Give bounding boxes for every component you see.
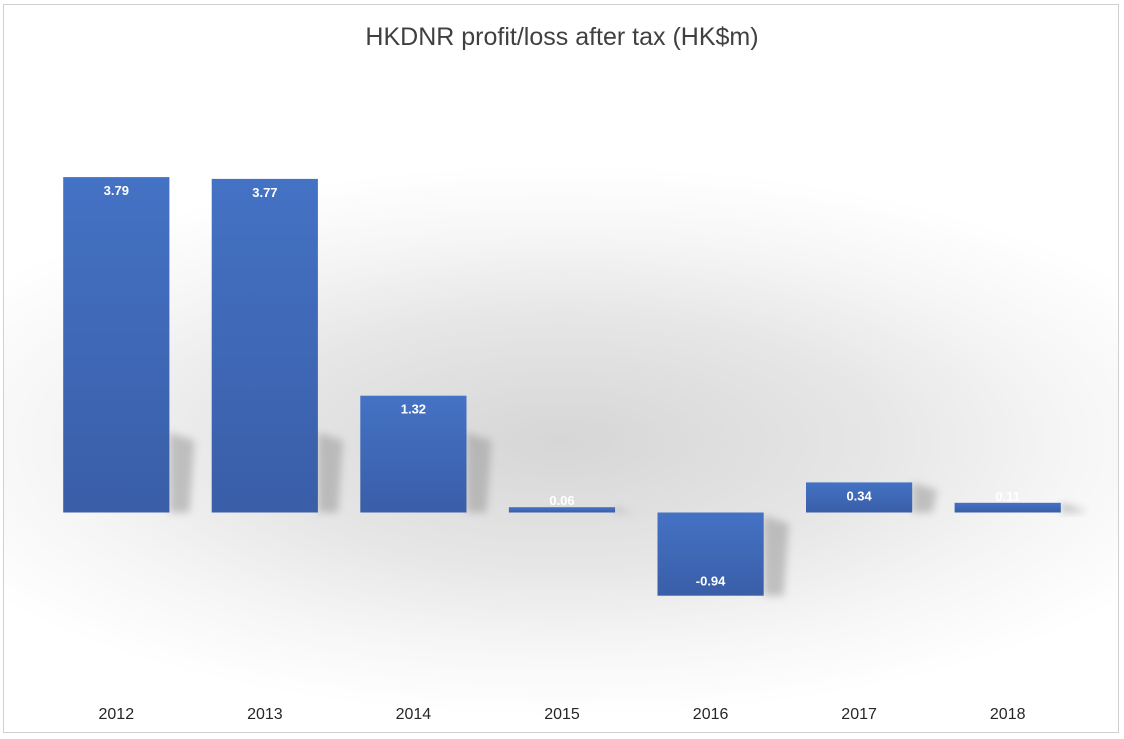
data-label-2018: 0.11 [995, 489, 1020, 504]
bar-shadow [169, 432, 195, 513]
bar-2018 [954, 502, 1061, 513]
x-tick-label-2013: 2013 [247, 706, 283, 723]
data-labels: 3.79 3.77 1.32 0.06 -0.94 0.34 0.11 [104, 183, 1020, 589]
data-label-2015: 0.06 [549, 493, 574, 508]
bar-2012 [63, 177, 170, 513]
x-tick-label-2012: 2012 [99, 706, 135, 723]
x-tick-label-2016: 2016 [693, 706, 729, 723]
data-label-2016: -0.94 [696, 574, 726, 589]
data-label-2014: 1.32 [401, 402, 426, 417]
bar-2016 [657, 512, 764, 596]
x-tick-label-2014: 2014 [396, 706, 432, 723]
data-label-2013: 3.77 [252, 185, 277, 200]
bar-shadow [615, 507, 641, 516]
bar-chart: HKDNR profit/loss after tax (HK$m) 3.79 3… [63, 23, 1086, 723]
bar-shadow [912, 482, 938, 513]
bar-shadow [763, 515, 789, 596]
x-tick-label-2017: 2017 [841, 706, 877, 723]
bar-2015 [508, 507, 616, 513]
data-label-2017: 0.34 [846, 488, 872, 503]
x-tick-label-2015: 2015 [544, 706, 580, 723]
bar-2014 [360, 395, 467, 513]
bar-shadows [169, 432, 1086, 596]
chart-frame: HKDNR profit/loss after tax (HK$m) 3.79 3… [3, 4, 1119, 733]
bar-shadow [466, 432, 492, 513]
bar-2013 [211, 178, 318, 513]
bar-shadow [317, 432, 343, 513]
bar-2017 [806, 482, 913, 513]
bar-shadow [1060, 502, 1086, 513]
data-label-2012: 3.79 [104, 183, 129, 198]
bars [63, 177, 1061, 596]
x-axis-tick-labels: 2012 2013 2014 2015 2016 2017 2018 [99, 706, 1026, 723]
chart-title: HKDNR profit/loss after tax (HK$m) [365, 23, 758, 51]
x-tick-label-2018: 2018 [990, 706, 1026, 723]
